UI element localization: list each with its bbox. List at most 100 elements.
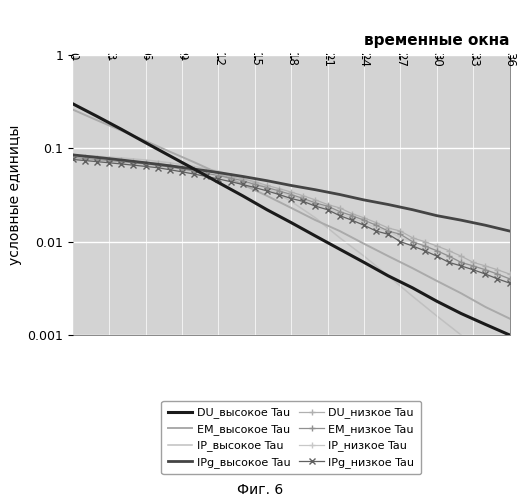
DU_высокое Tau	[361, 260, 367, 266]
EM_высокое Tau	[167, 148, 173, 154]
IP_высокое Tau	[506, 367, 513, 373]
DU_низкое Tau	[288, 189, 294, 195]
EM_высокое Tau	[409, 265, 415, 271]
IP_низкое Tau	[142, 162, 149, 168]
EM_низкое Tau	[203, 170, 210, 176]
IPg_низкое Tau	[409, 243, 415, 249]
IP_низкое Tau	[409, 238, 415, 244]
DU_низкое Tau	[446, 248, 452, 254]
EM_низкое Tau	[409, 238, 415, 244]
IPg_низкое Tau	[94, 158, 100, 164]
EM_низкое Tau	[373, 222, 379, 228]
IPg_высокое Tau	[70, 152, 76, 158]
DU_низкое Tau	[385, 225, 392, 231]
DU_высокое Tau	[264, 206, 270, 212]
EM_низкое Tau	[349, 212, 355, 218]
EM_низкое Tau	[191, 168, 197, 174]
IP_высокое Tau	[118, 155, 124, 161]
IP_высокое Tau	[240, 175, 246, 181]
IP_высокое Tau	[70, 152, 76, 158]
IPg_низкое Tau	[252, 184, 258, 190]
IP_высокое Tau	[142, 157, 149, 163]
Line: DU_низкое Tau: DU_низкое Tau	[70, 153, 512, 277]
IP_низкое Tau	[336, 210, 343, 216]
IPg_низкое Tau	[203, 174, 210, 180]
IPg_низкое Tau	[385, 232, 392, 237]
IPg_высокое Tau	[336, 192, 343, 198]
IPg_низкое Tau	[349, 217, 355, 223]
EM_низкое Tau	[506, 276, 513, 282]
IP_высокое Tau	[434, 313, 440, 319]
IP_низкое Tau	[106, 158, 112, 164]
IP_высокое Tau	[94, 154, 100, 160]
EM_низкое Tau	[94, 156, 100, 162]
IPg_низкое Tau	[191, 171, 197, 177]
EM_низкое Tau	[336, 208, 343, 214]
DU_высокое Tau	[191, 166, 197, 172]
IPg_низкое Tau	[373, 228, 379, 234]
IPg_высокое Tau	[361, 197, 367, 203]
EM_высокое Tau	[385, 253, 392, 259]
DU_низкое Tau	[227, 174, 233, 180]
DU_низкое Tau	[154, 160, 161, 166]
IP_низкое Tau	[458, 260, 464, 266]
IP_низкое Tau	[313, 202, 319, 207]
DU_низкое Tau	[349, 210, 355, 216]
IP_высокое Tau	[385, 273, 392, 279]
EM_низкое Tau	[82, 156, 88, 162]
IPg_высокое Tau	[240, 174, 246, 180]
IPg_низкое Tau	[495, 276, 501, 282]
Line: IP_низкое Tau: IP_низкое Tau	[70, 156, 512, 282]
DU_низкое Tau	[434, 243, 440, 249]
DU_высокое Tau	[288, 220, 294, 226]
IP_низкое Tau	[118, 160, 124, 166]
IPg_низкое Tau	[288, 196, 294, 202]
IPg_низкое Tau	[82, 158, 88, 164]
IP_низкое Tau	[167, 166, 173, 172]
EM_высокое Tau	[361, 240, 367, 246]
DU_низкое Tau	[300, 193, 306, 199]
EM_высокое Tau	[458, 290, 464, 296]
EM_высокое Tau	[434, 278, 440, 284]
IPg_низкое Tau	[215, 176, 222, 182]
DU_низкое Tau	[106, 156, 112, 162]
DU_высокое Tau	[70, 101, 76, 107]
DU_высокое Tau	[409, 285, 415, 291]
IP_низкое Tau	[446, 253, 452, 259]
IP_низкое Tau	[397, 235, 404, 241]
DU_высокое Tau	[240, 193, 246, 199]
DU_высокое Tau	[385, 273, 392, 279]
IPg_низкое Tau	[506, 280, 513, 286]
DU_низкое Tau	[264, 182, 270, 188]
IPg_низкое Tau	[167, 166, 173, 172]
IP_низкое Tau	[215, 174, 222, 180]
IPg_высокое Tau	[191, 166, 197, 172]
DU_низкое Tau	[82, 154, 88, 160]
IP_низкое Tau	[373, 225, 379, 231]
Text: временные окна: временные окна	[364, 32, 510, 48]
IPg_высокое Tau	[288, 182, 294, 188]
IPg_высокое Tau	[458, 217, 464, 223]
IPg_низкое Tau	[324, 206, 331, 212]
EM_низкое Tau	[276, 188, 282, 194]
IPg_высокое Tau	[506, 228, 513, 234]
EM_низкое Tau	[70, 154, 76, 160]
EM_низкое Tau	[495, 271, 501, 277]
EM_низкое Tau	[470, 263, 476, 269]
IP_высокое Tau	[458, 332, 464, 338]
EM_низкое Tau	[227, 175, 233, 181]
IP_высокое Tau	[336, 235, 343, 241]
DU_высокое Tau	[434, 298, 440, 304]
IP_низкое Tau	[349, 215, 355, 221]
IP_низкое Tau	[422, 243, 428, 249]
EM_высокое Tau	[482, 304, 488, 310]
IPg_низкое Tau	[276, 192, 282, 198]
EM_низкое Tau	[300, 196, 306, 202]
IPg_низкое Tau	[361, 222, 367, 228]
DU_низкое Tau	[215, 170, 222, 176]
EM_низкое Tau	[240, 178, 246, 184]
EM_высокое Tau	[94, 117, 100, 123]
EM_низкое Tau	[422, 243, 428, 249]
IPg_низкое Tau	[458, 263, 464, 269]
IPg_высокое Tau	[142, 160, 149, 166]
